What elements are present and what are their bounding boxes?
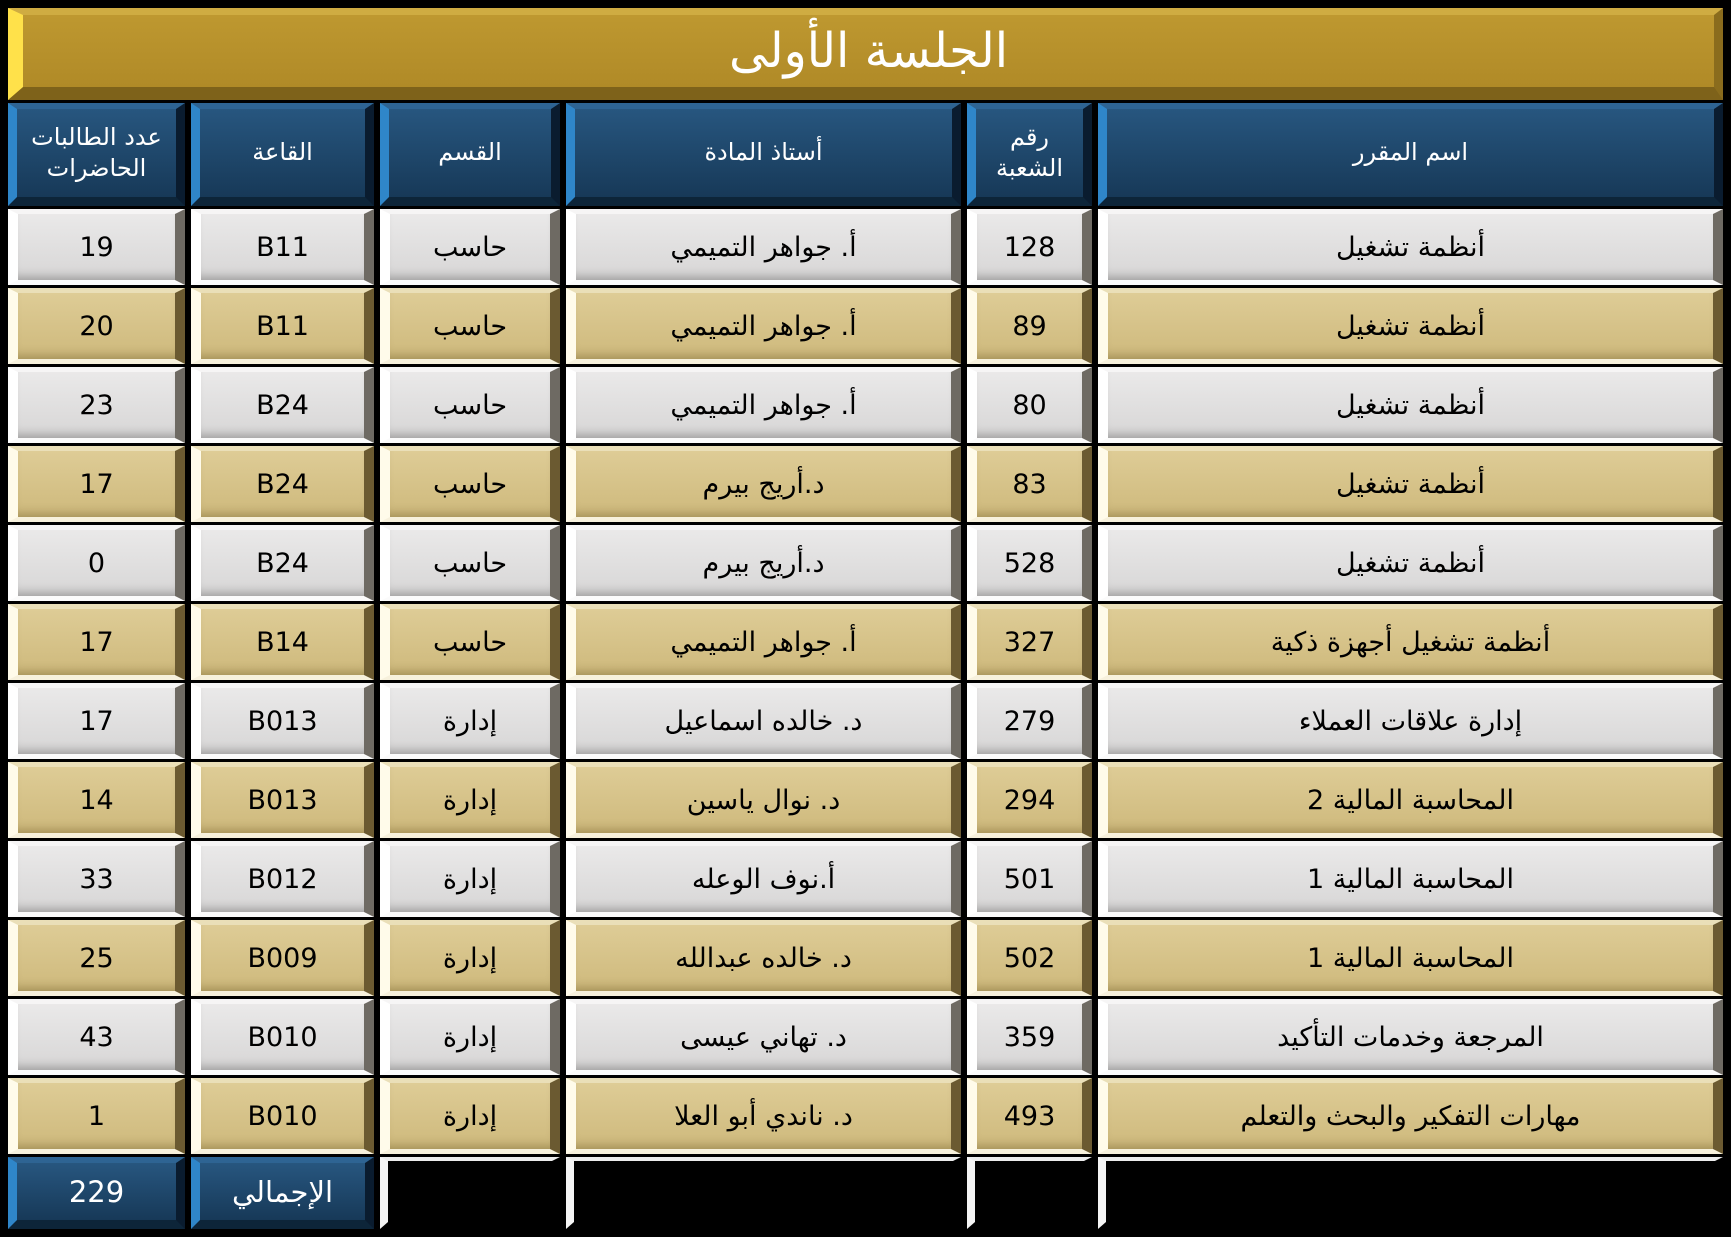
cell-course: مهارات التفكير والبحث والتعلم [1098,1078,1723,1154]
cell-dept: حاسب [380,525,560,601]
cell-instructor: د. خالده اسماعيل [566,683,961,759]
cell-dept: إدارة [380,841,560,917]
cell-section: 501 [967,841,1092,917]
cell-course: أنظمة تشغيل أجهزة ذكية [1098,604,1723,680]
cell-dept: إدارة [380,999,560,1075]
cell-course: المحاسبة المالية 1 [1098,841,1723,917]
cell-course: إدارة علاقات العملاء [1098,683,1723,759]
cell-count: 1 [8,1078,185,1154]
cell-room: B010 [191,1078,374,1154]
cell-course: أنظمة تشغيل [1098,367,1723,443]
cell-room: B11 [191,209,374,285]
cell-room: B24 [191,525,374,601]
cell-instructor: د. تهاني عيسى [566,999,961,1075]
cell-section: 89 [967,288,1092,364]
cell-section: 528 [967,525,1092,601]
column-header-dept: القسم [380,103,560,206]
total-empty-cell-dept [380,1157,560,1229]
cell-room: B010 [191,999,374,1075]
table-title-banner: الجلسة الأولى [8,8,1723,100]
cell-room: B013 [191,683,374,759]
cell-instructor: أ. جواهر التميمي [566,209,961,285]
cell-instructor: أ.نوف الوعله [566,841,961,917]
column-header-course: اسم المقرر [1098,103,1723,206]
cell-room: B012 [191,841,374,917]
total-empty-cell-section [967,1157,1092,1229]
cell-count: 0 [8,525,185,601]
cell-dept: حاسب [380,288,560,364]
cell-count: 17 [8,604,185,680]
cell-course: أنظمة تشغيل [1098,288,1723,364]
total-value-cell: 229 [8,1157,185,1229]
cell-instructor: د. نوال ياسين [566,762,961,838]
column-header-section: رقم الشعبة [967,103,1092,206]
cell-count: 20 [8,288,185,364]
cell-room: B24 [191,446,374,522]
cell-room: B24 [191,367,374,443]
cell-instructor: د.أريج بيرم [566,525,961,601]
cell-dept: إدارة [380,762,560,838]
cell-count: 25 [8,920,185,996]
cell-course: المرجعة وخدمات التأكيد [1098,999,1723,1075]
cell-section: 294 [967,762,1092,838]
total-label-cell: الإجمالي [191,1157,374,1229]
cell-section: 502 [967,920,1092,996]
cell-dept: حاسب [380,209,560,285]
cell-dept: حاسب [380,604,560,680]
cell-count: 23 [8,367,185,443]
cell-section: 279 [967,683,1092,759]
cell-room: B11 [191,288,374,364]
cell-section: 493 [967,1078,1092,1154]
table-title: الجلسة الأولى [728,23,1009,79]
cell-room: B009 [191,920,374,996]
cell-room: B013 [191,762,374,838]
cell-dept: إدارة [380,1078,560,1154]
cell-dept: إدارة [380,920,560,996]
column-header-instructor: أستاذ المادة [566,103,961,206]
cell-section: 359 [967,999,1092,1075]
cell-instructor: أ. جواهر التميمي [566,367,961,443]
cell-count: 17 [8,446,185,522]
cell-dept: حاسب [380,446,560,522]
cell-instructor: أ. جواهر التميمي [566,288,961,364]
cell-course: أنظمة تشغيل [1098,446,1723,522]
cell-count: 14 [8,762,185,838]
cell-instructor: أ. جواهر التميمي [566,604,961,680]
cell-dept: حاسب [380,367,560,443]
total-empty-cell-course [1098,1157,1723,1229]
cell-course: المحاسبة المالية 2 [1098,762,1723,838]
cell-course: أنظمة تشغيل [1098,209,1723,285]
cell-dept: إدارة [380,683,560,759]
cell-course: المحاسبة المالية 1 [1098,920,1723,996]
cell-section: 80 [967,367,1092,443]
cell-section: 83 [967,446,1092,522]
cell-count: 17 [8,683,185,759]
cell-count: 33 [8,841,185,917]
cell-room: B14 [191,604,374,680]
total-empty-cell-instructor [566,1157,961,1229]
cell-count: 43 [8,999,185,1075]
cell-course: أنظمة تشغيل [1098,525,1723,601]
cell-instructor: د. ناندي أبو العلا [566,1078,961,1154]
column-header-count: عدد الطالبات الحاضرات [8,103,185,206]
cell-section: 128 [967,209,1092,285]
cell-count: 19 [8,209,185,285]
cell-section: 327 [967,604,1092,680]
cell-instructor: د. خالده عبدالله [566,920,961,996]
cell-instructor: د.أريج بيرم [566,446,961,522]
column-header-room: القاعة [191,103,374,206]
